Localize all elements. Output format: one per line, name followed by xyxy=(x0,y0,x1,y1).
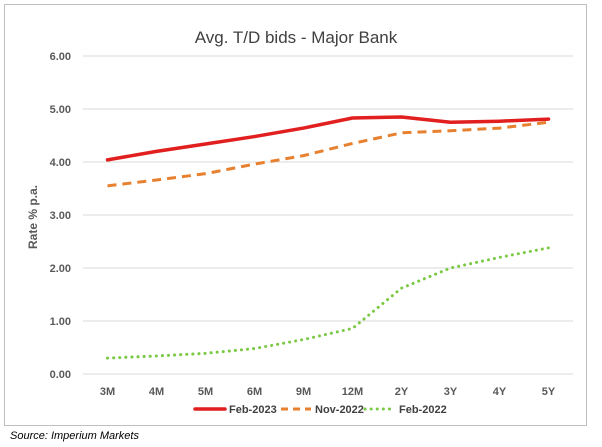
series-lines xyxy=(105,115,551,360)
x-tick-label: 9M xyxy=(296,386,311,398)
y-tick-labels: 0.00 1.00 2.00 3.00 4.00 5.00 6.00 xyxy=(50,51,71,381)
legend-label: Feb-2023 xyxy=(229,404,277,416)
y-tick-label: 2.00 xyxy=(50,263,71,275)
y-tick-label: 6.00 xyxy=(50,51,71,63)
legend-label: Nov-2022 xyxy=(315,404,364,416)
series-line-nov-2022 xyxy=(107,120,549,188)
y-tick-label: 4.00 xyxy=(50,157,71,169)
series-line-feb-2022 xyxy=(106,246,550,360)
chart-frame: Avg. T/D bids - Major Bank Rate % p.a. 0… xyxy=(4,4,587,426)
x-tick-label: 5Y xyxy=(542,386,556,398)
x-tick-label: 6M xyxy=(247,386,262,398)
y-tick-label: 1.00 xyxy=(50,316,71,328)
legend-label: Feb-2022 xyxy=(399,404,447,416)
chart-title: Avg. T/D bids - Major Bank xyxy=(195,28,398,47)
y-tick-label: 5.00 xyxy=(50,104,71,116)
chart-svg: Avg. T/D bids - Major Bank Rate % p.a. 0… xyxy=(26,28,573,416)
source-note: Source: Imperium Markets xyxy=(10,430,139,442)
y-tick-label: 3.00 xyxy=(50,210,71,222)
x-tick-label: 3Y xyxy=(444,386,458,398)
x-tick-label: 4Y xyxy=(493,386,507,398)
x-tick-labels: 3M 4M 5M 6M 9M 12M 2Y 3Y 4Y 5Y xyxy=(100,386,556,398)
x-tick-label: 2Y xyxy=(395,386,409,398)
x-tick-label: 5M xyxy=(198,386,213,398)
series-line-feb-2023 xyxy=(105,115,551,162)
legend: Feb-2023 Nov-2022 Feb-2022 xyxy=(193,404,447,416)
gridlines xyxy=(83,55,573,375)
x-tick-label: 3M xyxy=(100,386,115,398)
x-tick-label: 4M xyxy=(149,386,164,398)
y-tick-label: 0.00 xyxy=(50,369,71,381)
x-tick-label: 12M xyxy=(342,386,363,398)
y-axis-label: Rate % p.a. xyxy=(26,185,40,249)
